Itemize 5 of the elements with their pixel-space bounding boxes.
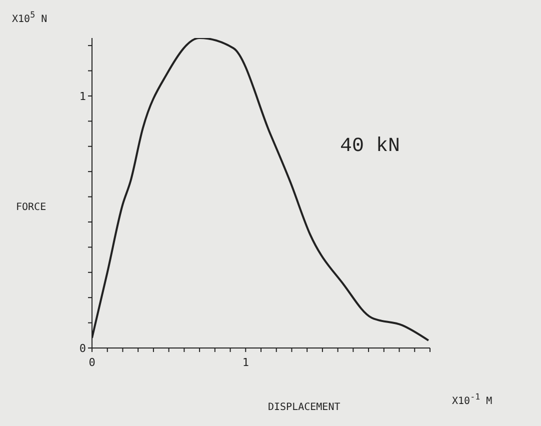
y-axis-title: FORCE (16, 202, 46, 213)
x-axis-title: DISPLACEMENT (268, 402, 340, 413)
text: X10$^{5}$ N (12, 10, 48, 26)
text: X10$^{-1}$ M (452, 392, 492, 408)
annotation: 40 kN (340, 135, 400, 158)
